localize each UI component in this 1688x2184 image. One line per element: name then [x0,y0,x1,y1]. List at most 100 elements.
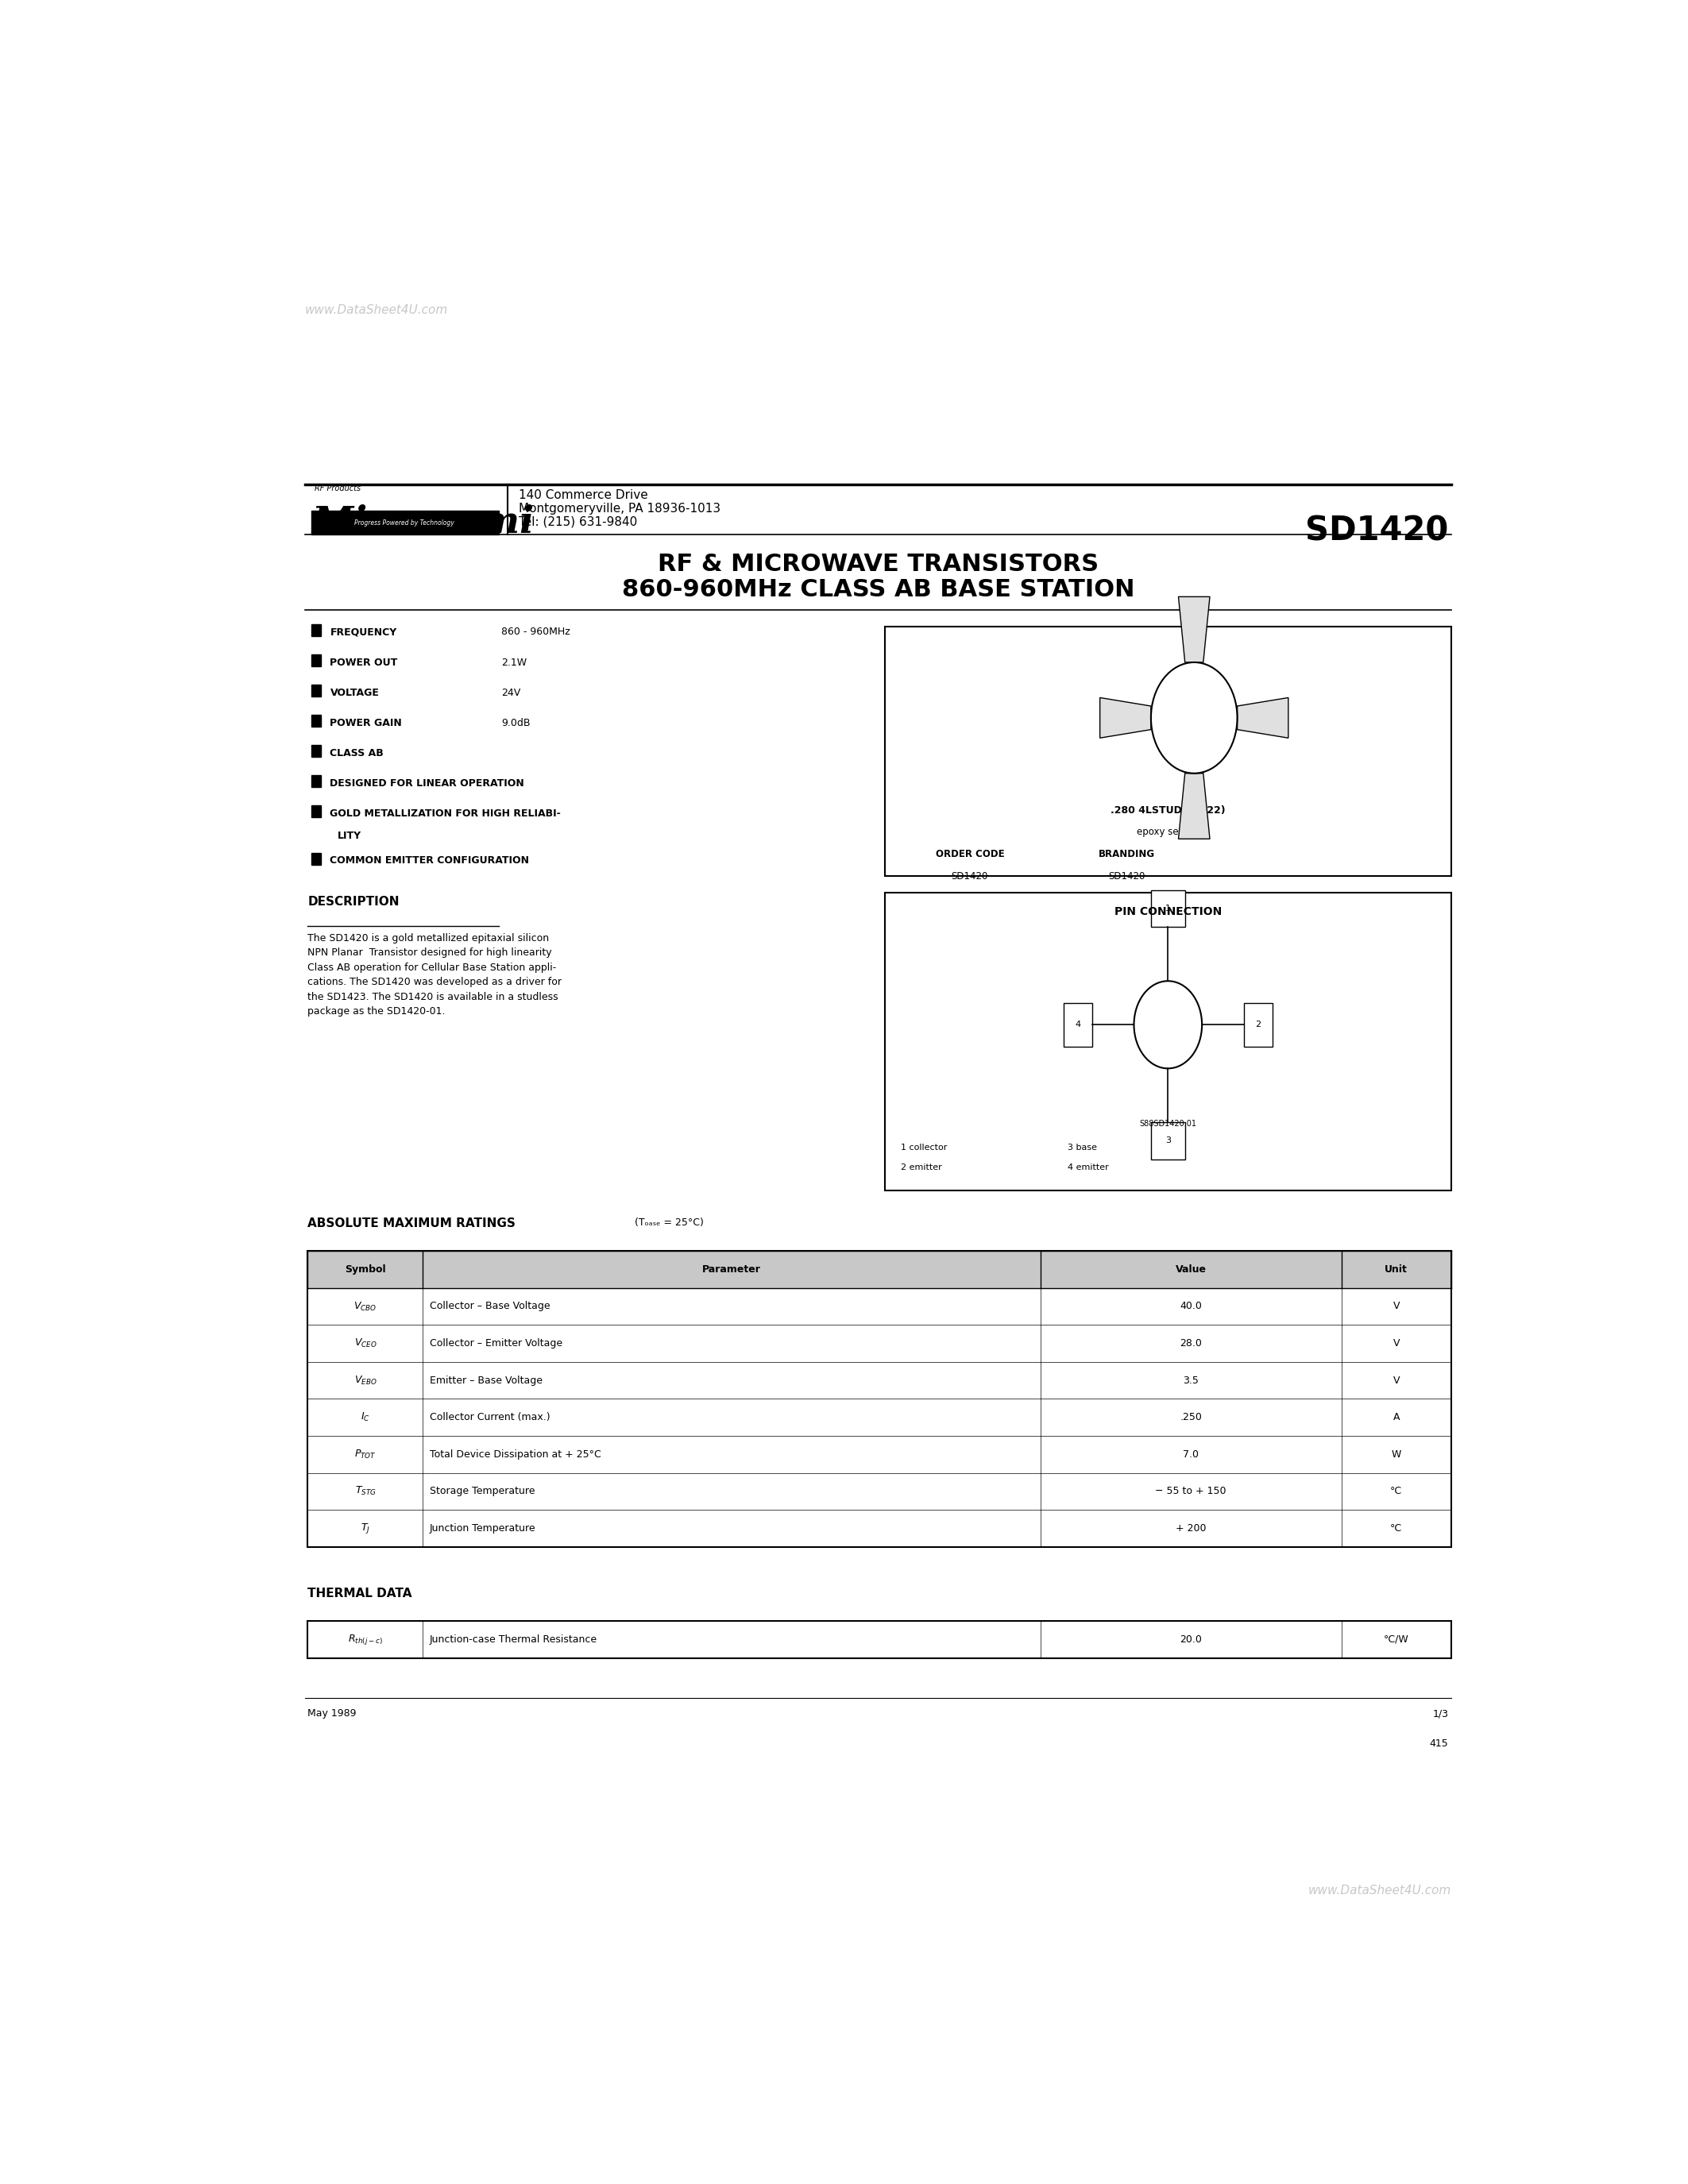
Text: PIN CONNECTION: PIN CONNECTION [1114,906,1222,917]
Bar [312,775,321,786]
Text: RF Products: RF Products [314,485,361,491]
Bar [885,627,1452,876]
Bar [307,1509,1452,1546]
Text: Value: Value [1175,1265,1207,1275]
Bar [312,852,321,865]
Text: Total Device Dissipation at + 25°C: Total Device Dissipation at + 25°C [429,1450,601,1459]
Text: 24V: 24V [501,688,520,699]
Text: + 200: + 200 [1175,1522,1207,1533]
Text: V: V [1393,1302,1399,1313]
Text: 40.0: 40.0 [1180,1302,1202,1313]
Text: S88SD1420.01: S88SD1420.01 [1139,1120,1197,1127]
Bar [312,511,498,535]
Polygon shape [1178,596,1210,662]
Text: $T_{STG}$: $T_{STG}$ [354,1485,376,1498]
Bar [312,806,321,817]
Bar [307,1326,1452,1363]
Text: 415: 415 [1430,1738,1448,1749]
Text: − 55 to + 150: − 55 to + 150 [1155,1487,1227,1496]
Text: 860-960MHz CLASS AB BASE STATION: 860-960MHz CLASS AB BASE STATION [621,579,1134,601]
Text: $P_{TOT}$: $P_{TOT}$ [354,1448,376,1461]
Text: LITY: LITY [338,830,361,841]
Bar [307,1251,1452,1546]
Text: Collector – Emitter Voltage: Collector – Emitter Voltage [429,1339,562,1348]
Text: V: V [1393,1339,1399,1348]
Text: COMMON EMITTER CONFIGURATION: COMMON EMITTER CONFIGURATION [331,856,530,867]
Text: °C: °C [1391,1522,1403,1533]
Text: POWER OUT: POWER OUT [331,657,398,668]
Text: Microsemi: Microsemi [312,505,533,542]
Text: (Tₒₐₛₑ = 25°C): (Tₒₐₛₑ = 25°C) [635,1216,704,1227]
Bar [1063,1002,1092,1046]
Text: FREQUENCY: FREQUENCY [331,627,397,638]
Text: °C: °C [1391,1487,1403,1496]
Bar [885,893,1452,1190]
Text: Storage Temperature: Storage Temperature [429,1487,535,1496]
Text: 7.0: 7.0 [1183,1450,1198,1459]
Text: Montgomeryville, PA 18936-1013: Montgomeryville, PA 18936-1013 [518,502,721,515]
Text: SD1420: SD1420 [952,871,987,880]
Text: 20.0: 20.0 [1180,1634,1202,1645]
Text: 1/3: 1/3 [1433,1708,1448,1719]
Text: POWER GAIN: POWER GAIN [331,719,402,727]
Text: ABSOLUTE MAXIMUM RATINGS: ABSOLUTE MAXIMUM RATINGS [307,1216,517,1230]
Text: CLASS AB: CLASS AB [331,749,383,758]
Text: 2.1W: 2.1W [501,657,527,668]
Text: epoxy sealed: epoxy sealed [1138,828,1198,836]
Text: $I_C$: $I_C$ [361,1411,370,1424]
Text: DESCRIPTION: DESCRIPTION [307,895,400,909]
Bar [307,1621,1452,1658]
Text: BRANDING: BRANDING [1099,850,1155,858]
Text: 1 collector: 1 collector [900,1142,947,1151]
Bar [307,1621,1452,1658]
Text: VOLTAGE: VOLTAGE [331,688,380,699]
Text: The SD1420 is a gold metallized epitaxial silicon
NPN Planar  Transistor designe: The SD1420 is a gold metallized epitaxia… [307,933,562,1018]
Bar [307,1251,1452,1289]
Text: $V_{EBO}$: $V_{EBO}$ [354,1374,376,1387]
Bar [1151,891,1185,928]
Text: ORDER CODE: ORDER CODE [935,850,1004,858]
Text: 3: 3 [1165,1138,1171,1144]
Text: 140 Commerce Drive: 140 Commerce Drive [518,489,648,500]
Text: W: W [1391,1450,1401,1459]
Text: SD1420: SD1420 [1305,515,1448,548]
Text: 3.5: 3.5 [1183,1376,1198,1385]
Text: www.DataSheet4U.com: www.DataSheet4U.com [306,304,449,317]
Text: $V_{CBO}$: $V_{CBO}$ [354,1299,376,1313]
Text: 3 base: 3 base [1069,1142,1097,1151]
Text: Junction-case Thermal Resistance: Junction-case Thermal Resistance [429,1634,598,1645]
Bar [307,1289,1452,1326]
Text: 2 emitter: 2 emitter [900,1164,942,1171]
Text: DESIGNED FOR LINEAR OPERATION: DESIGNED FOR LINEAR OPERATION [331,778,525,788]
Text: GOLD METALLIZATION FOR HIGH RELIABI-: GOLD METALLIZATION FOR HIGH RELIABI- [331,808,560,819]
Bar [307,1363,1452,1400]
Text: May 1989: May 1989 [307,1708,356,1719]
Text: Progress Powered by Technology: Progress Powered by Technology [354,520,454,526]
Bar [312,625,321,636]
Text: $V_{CEO}$: $V_{CEO}$ [354,1337,376,1350]
Bar [1151,1123,1185,1160]
Text: THERMAL DATA: THERMAL DATA [307,1588,412,1599]
Bar [312,714,321,727]
Text: .250: .250 [1180,1413,1202,1422]
Bar [312,745,321,758]
Text: Emitter – Base Voltage: Emitter – Base Voltage [429,1376,542,1385]
Bar [312,655,321,666]
Bar [312,684,321,697]
Text: .280 4LSTUD (M122): .280 4LSTUD (M122) [1111,806,1225,815]
Bar [307,1472,1452,1509]
Text: Unit: Unit [1384,1265,1408,1275]
Text: 2: 2 [1256,1020,1261,1029]
Text: $R_{th(j-c)}$: $R_{th(j-c)}$ [348,1634,383,1647]
Text: Parameter: Parameter [702,1265,761,1275]
Bar [307,1435,1452,1472]
Text: °C/W: °C/W [1384,1634,1409,1645]
Polygon shape [1237,697,1288,738]
Text: 28.0: 28.0 [1180,1339,1202,1348]
Text: Collector Current (max.): Collector Current (max.) [429,1413,550,1422]
Text: RF & MICROWAVE TRANSISTORS: RF & MICROWAVE TRANSISTORS [658,553,1099,577]
Bar [307,1400,1452,1435]
Text: www.DataSheet4U.com: www.DataSheet4U.com [1308,1885,1452,1896]
Text: Tel: (215) 631-9840: Tel: (215) 631-9840 [518,515,636,529]
Text: SD1420: SD1420 [1109,871,1144,880]
